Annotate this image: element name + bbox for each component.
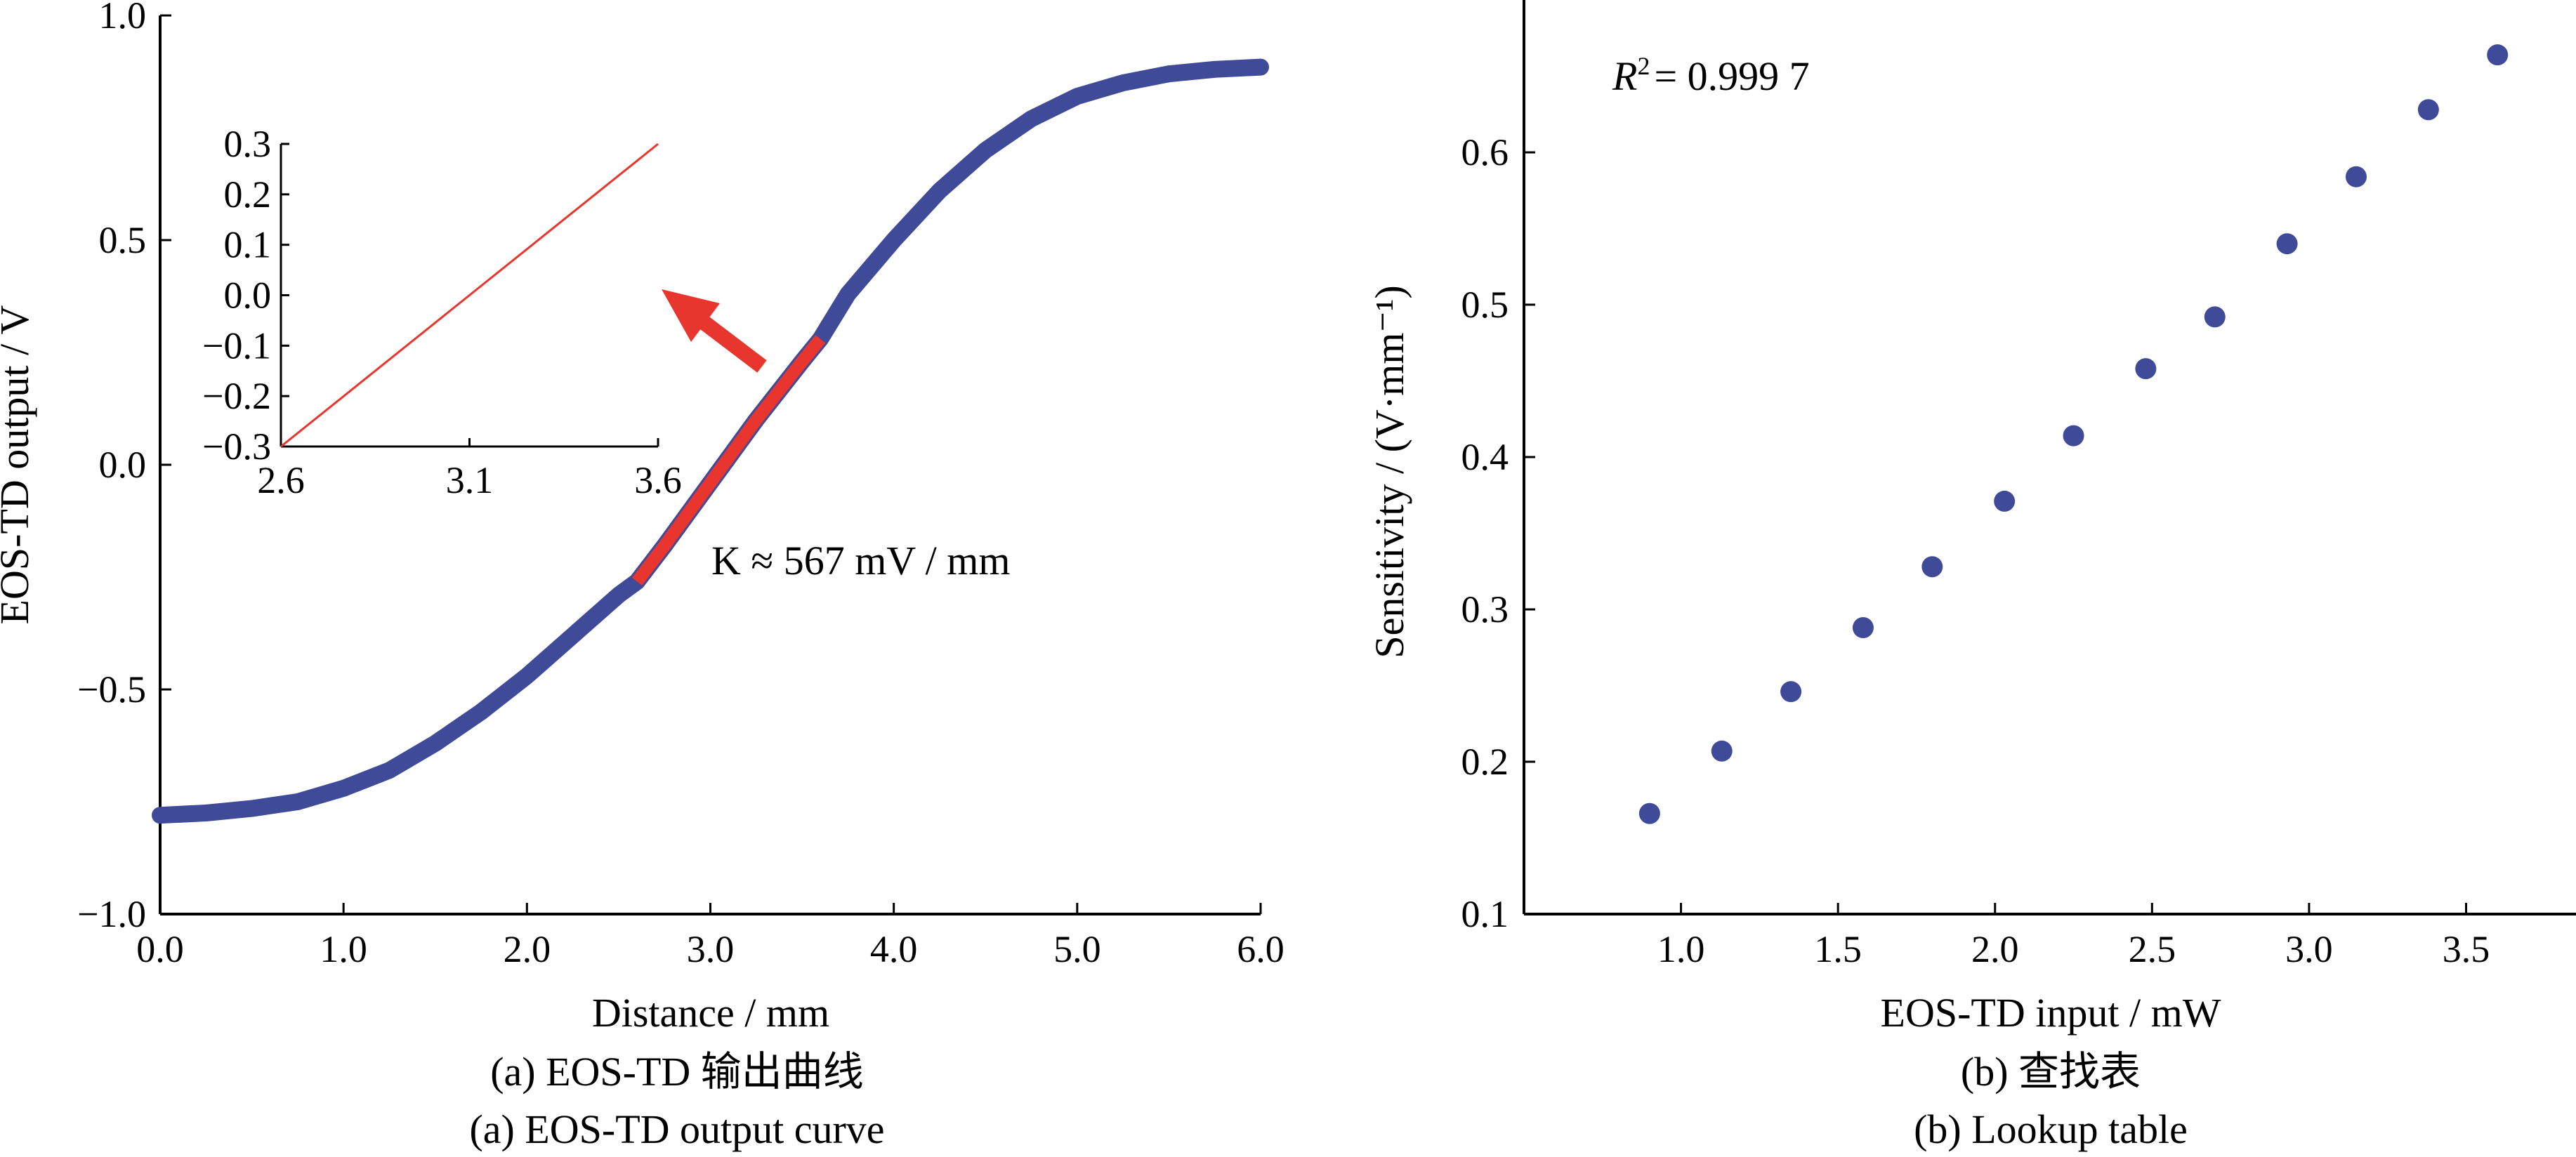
chart-a-axes (159, 15, 1261, 915)
chart-b-point (2063, 425, 2084, 447)
chart-b-caption-en: (b) Lookup table (1914, 1106, 2188, 1152)
chart-a-inset-series (280, 143, 659, 448)
chart-a-x-ticks: 0.0 1.0 2.0 3.0 4.0 5.0 6.0 (136, 903, 1284, 970)
chart-b-point (2204, 306, 2226, 328)
chart-a-inset: 2.6 3.1 3.6 0.3 0.2 0.1 0.0 −0.1 −0.2 −0.3 (202, 123, 682, 501)
chart-b-point (1780, 681, 1802, 703)
chart-b-y-tick-label: 0.3 (1461, 588, 1509, 630)
chart-a-x-tick-label: 0.0 (136, 928, 184, 970)
chart-a-y-tick-label: −1.0 (77, 893, 146, 935)
chart-b-x-ticks: 1.0 1.5 2.0 2.5 3.0 3.5 (1657, 903, 2490, 970)
chart-a-inset-y-tick-label: 0.3 (224, 123, 272, 165)
chart-a-x-tick-label: 4.0 (870, 928, 918, 970)
chart-a-inset-y-tick-label: 0.0 (224, 275, 272, 317)
chart-a-inset-y-tick-label: 0.1 (224, 224, 272, 266)
chart-a-y-tick-label: 0.5 (99, 219, 147, 261)
chart-a-inset-y-tick-label: −0.2 (202, 375, 271, 417)
chart-a-x-tick-label: 1.0 (320, 928, 367, 970)
chart-b: 1.0 1.5 2.0 2.5 3.0 3.5 0.1 0.2 0.3 0.4 0.5 0.6 R2… (1367, 0, 2576, 1152)
chart-b-r2-superscript: 2 (1637, 52, 1650, 80)
chart-a-inset-y-tick-label: −0.3 (202, 425, 271, 468)
chart-b-r2-symbol: R (1612, 53, 1637, 99)
chart-a-inset-y-tick-label: 0.2 (224, 173, 272, 216)
chart-a-y-tick-label: 0.0 (99, 444, 147, 486)
chart-b-y-tick-label: 0.5 (1461, 284, 1509, 326)
chart-a-x-tick-label: 5.0 (1053, 928, 1101, 970)
chart-b-point (2276, 233, 2298, 255)
chart-b-point (1711, 740, 1733, 762)
chart-b-point (1994, 490, 2016, 512)
chart-a-y-ticks: −1.0 −0.5 0.0 0.5 1.0 (77, 0, 171, 935)
chart-a-y-tick-label: 1.0 (99, 0, 147, 37)
chart-b-point (1921, 556, 1943, 578)
chart-b-y-tick-label: 0.1 (1461, 893, 1509, 935)
chart-b-series (1638, 44, 2509, 824)
chart-b-y-tick-label: 0.6 (1461, 131, 1509, 173)
chart-a-xlabel: Distance / mm (592, 990, 829, 1036)
chart-a-curve (152, 58, 1269, 824)
chart-a-ylabel: EOS-TD output / V (0, 305, 37, 624)
chart-b-point (1852, 617, 1874, 639)
chart-a-inset-x-tick-label: 3.1 (446, 459, 494, 501)
chart-b-x-tick-label: 1.0 (1657, 928, 1705, 970)
chart-b-point (2417, 99, 2439, 121)
chart-b-y-tick-label: 0.4 (1461, 436, 1509, 478)
chart-a-highlight (631, 335, 826, 586)
chart-b-x-tick-label: 3.5 (2443, 928, 2490, 970)
chart-b-point (2135, 358, 2157, 380)
chart-a-x-tick-label: 3.0 (687, 928, 735, 970)
chart-a-inset-x-ticks: 2.6 3.1 3.6 (257, 438, 682, 501)
chart-a-inset-y-ticks: 0.3 0.2 0.1 0.0 −0.1 −0.2 −0.3 (202, 123, 289, 468)
chart-b-x-tick-label: 3.0 (2285, 928, 2333, 970)
chart-a-inset-x-tick-label: 2.6 (257, 459, 305, 501)
chart-b-xlabel: EOS-TD input / mW (1881, 990, 2221, 1036)
chart-a-caption-en: (a) EOS-TD output curve (469, 1106, 884, 1152)
chart-b-r2-annotation: R2 = 0.999 7 (1612, 52, 1810, 99)
chart-b-y-tick-label: 0.2 (1461, 741, 1509, 783)
chart-a-series (152, 58, 1269, 824)
chart-a: 0.0 1.0 2.0 3.0 4.0 5.0 6.0 −1.0−0.50.00.51.0 … (0, 0, 1284, 1152)
chart-b-point (2487, 44, 2509, 66)
chart-b-axes (1523, 0, 2576, 915)
chart-b-point (1638, 802, 1660, 824)
chart-b-ylabel: Sensitivity / (V·mm⁻¹) (1367, 285, 1412, 658)
chart-a-inset-x-tick-label: 3.6 (634, 459, 682, 501)
chart-a-x-tick-label: 6.0 (1237, 928, 1284, 970)
chart-b-y-ticks: 0.1 0.2 0.3 0.4 0.5 0.6 (1461, 131, 1535, 935)
chart-a-caption-cn: (a) EOS-TD 输出曲线 (490, 1049, 864, 1095)
chart-a-y-tick-label: −0.5 (77, 668, 146, 710)
chart-a-annotation: K ≈ 567 mV / mm (711, 538, 1011, 583)
chart-a-highlight-segment (631, 335, 826, 586)
chart-b-x-tick-label: 1.5 (1814, 928, 1862, 970)
chart-b-point (2345, 166, 2367, 187)
chart-b-caption-cn: (b) 查找表 (1961, 1049, 2141, 1095)
chart-b-x-tick-label: 2.0 (1971, 928, 2019, 970)
chart-a-x-tick-label: 2.0 (504, 928, 551, 970)
chart-a-arrow (662, 289, 767, 373)
chart-a-inset-line (280, 143, 659, 448)
chart-b-r2-value: = 0.999 7 (1654, 53, 1809, 99)
chart-b-x-tick-label: 2.5 (2129, 928, 2176, 970)
chart-a-inset-y-tick-label: −0.1 (202, 324, 271, 366)
